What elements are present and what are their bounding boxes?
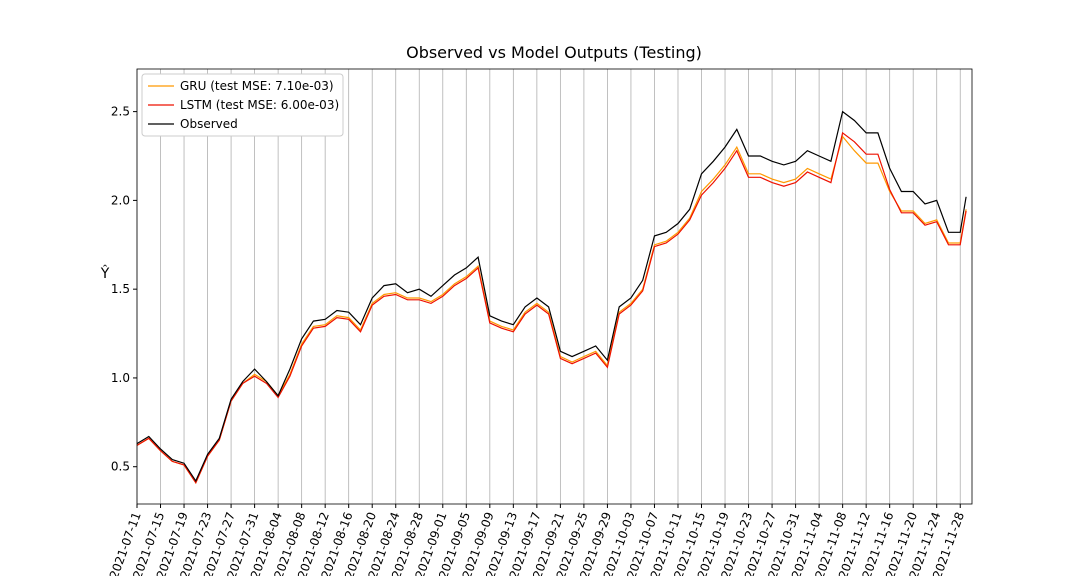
y-tick-label: 1.5 bbox=[111, 282, 130, 296]
y-tick-label: 0.5 bbox=[111, 460, 130, 474]
chart-title: Observed vs Model Outputs (Testing) bbox=[406, 43, 702, 62]
legend-label: Observed bbox=[180, 117, 238, 131]
legend-label: GRU (test MSE: 7.10e-03) bbox=[180, 79, 334, 93]
y-tick-label: 2.5 bbox=[111, 105, 130, 119]
plot-frame bbox=[136, 68, 973, 505]
legend-box bbox=[141, 73, 344, 137]
legend: GRU (test MSE: 7.10e-03) LSTM (test MSE: … bbox=[141, 73, 344, 137]
series-line bbox=[136, 131, 967, 484]
legend-label: LSTM (test MSE: 6.00e-03) bbox=[180, 98, 339, 112]
y-axis-label: Ŷ bbox=[100, 264, 110, 282]
series-line bbox=[136, 110, 967, 483]
series-line bbox=[136, 135, 967, 484]
y-tick-label: 2.0 bbox=[111, 193, 130, 207]
y-tick-label: 1.0 bbox=[111, 371, 130, 385]
